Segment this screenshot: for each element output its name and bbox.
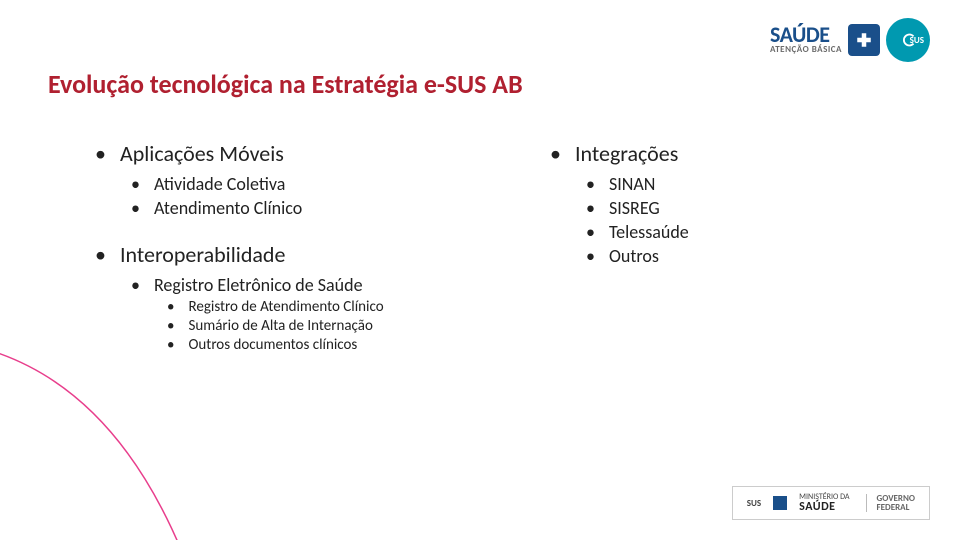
footer-cross-icon [773, 496, 787, 510]
logo-saude: SAÚDE ATENÇÃO BÁSICA [770, 25, 842, 56]
esus-badge-text: SUS [910, 35, 924, 46]
right-item-integracoes: Integrações [575, 140, 678, 167]
footer-min-line2: SAÚDE [799, 501, 849, 513]
right-sub-sinan: SINAN [609, 173, 655, 195]
left-sub-atendimento: Atendimento Clínico [154, 197, 302, 219]
footer-logo: SUS MINISTÉRIO DA SAÚDE GOVERNO FEDERAL [732, 486, 930, 520]
decorative-curve-icon [0, 300, 240, 540]
health-cross-icon [848, 24, 880, 56]
logo-brand-sub: ATENÇÃO BÁSICA [770, 44, 842, 55]
right-sub-outros: Outros [609, 245, 659, 267]
left-item-interop: Interoperabilidade [120, 241, 285, 268]
esus-badge-icon: SUS [886, 18, 930, 62]
footer-gov: GOVERNO FEDERAL [866, 494, 915, 512]
footer-gov-line2: FEDERAL [877, 503, 915, 512]
logo-cluster: SAÚDE ATENÇÃO BÁSICA SUS [770, 18, 930, 62]
right-sub-sisreg: SISREG [609, 197, 660, 219]
right-sub-telessaude: Telessaúde [609, 221, 689, 243]
right-column: Integrações SINAN SISREG Telessaúde Outr… [550, 140, 689, 289]
slide-title: Evolução tecnológica na Estratégia e-SUS… [48, 68, 523, 100]
logo-brand-main: SAÚDE [770, 25, 830, 45]
left-item-aplicacoes: Aplicações Móveis [120, 140, 284, 167]
left-sub-atividade: Atividade Coletiva [154, 173, 285, 195]
footer-ministry: MINISTÉRIO DA SAÚDE [799, 493, 849, 513]
left-sub-registro: Registro Eletrônico de Saúde [154, 274, 363, 296]
footer-sus-text: SUS [747, 498, 761, 509]
